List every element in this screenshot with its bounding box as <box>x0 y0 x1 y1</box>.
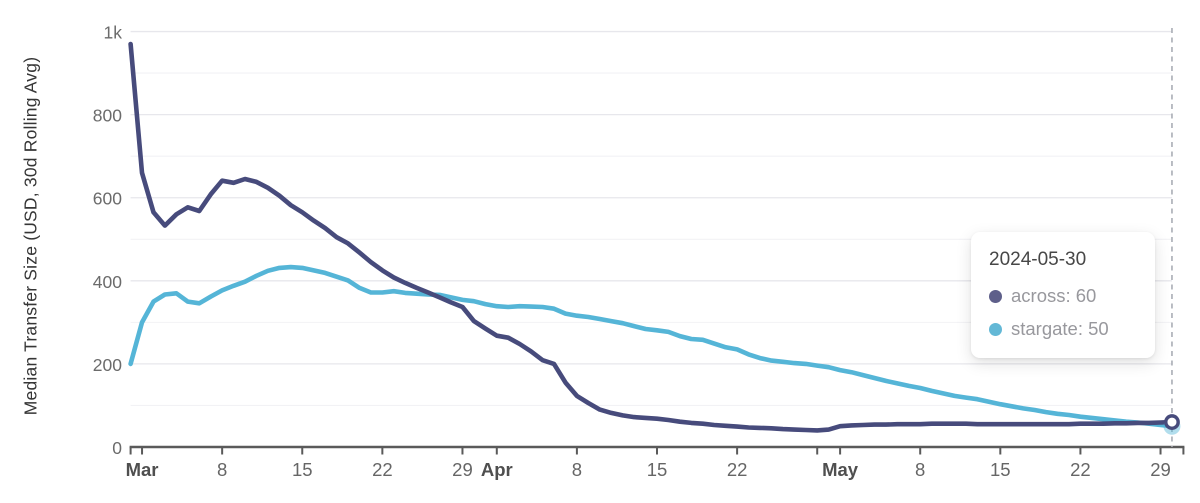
tooltip-stargate-value: stargate: 50 <box>1011 318 1109 339</box>
x-tick-label: 22 <box>727 459 748 480</box>
tooltip: 2024-05-30 across: 60 stargate: 50 <box>971 232 1155 358</box>
x-tick-label: 22 <box>1070 459 1091 480</box>
chart-line-stargate <box>128 264 1175 429</box>
tooltip-row-stargate: stargate: 50 <box>989 318 1137 340</box>
y-tick-label: 200 <box>93 355 122 375</box>
tooltip-across-value: across: 60 <box>1011 285 1097 306</box>
y-tick-label: 0 <box>112 438 122 458</box>
x-tick-label: May <box>822 459 859 480</box>
x-tick-label: Apr <box>481 459 513 480</box>
x-tick-label: 29 <box>1150 459 1171 480</box>
x-tick-label: 8 <box>217 459 227 480</box>
tooltip-date: 2024-05-30 <box>989 249 1087 270</box>
x-tick-label: 22 <box>372 459 393 480</box>
x-tick-label: Mar <box>126 459 159 480</box>
x-tick-label: 15 <box>990 459 1011 480</box>
x-tick-label: 15 <box>647 459 668 480</box>
x-tick-label: 8 <box>572 459 582 480</box>
x-tick-label: 8 <box>915 459 925 480</box>
x-tick-label: 15 <box>292 459 313 480</box>
stargate-series-dot-icon <box>989 322 1002 336</box>
y-tick-label: 400 <box>93 272 122 292</box>
chart-line-across <box>128 41 1175 433</box>
tooltip-row-across: across: 60 <box>989 285 1137 307</box>
across-series-dot-icon <box>989 289 1002 303</box>
y-tick-label: 600 <box>93 189 122 209</box>
x-tick-label: 29 <box>452 459 473 480</box>
y-tick-label: 800 <box>93 106 122 126</box>
y-tick-label: 1k <box>104 23 123 43</box>
cursor-marker <box>1164 414 1180 430</box>
